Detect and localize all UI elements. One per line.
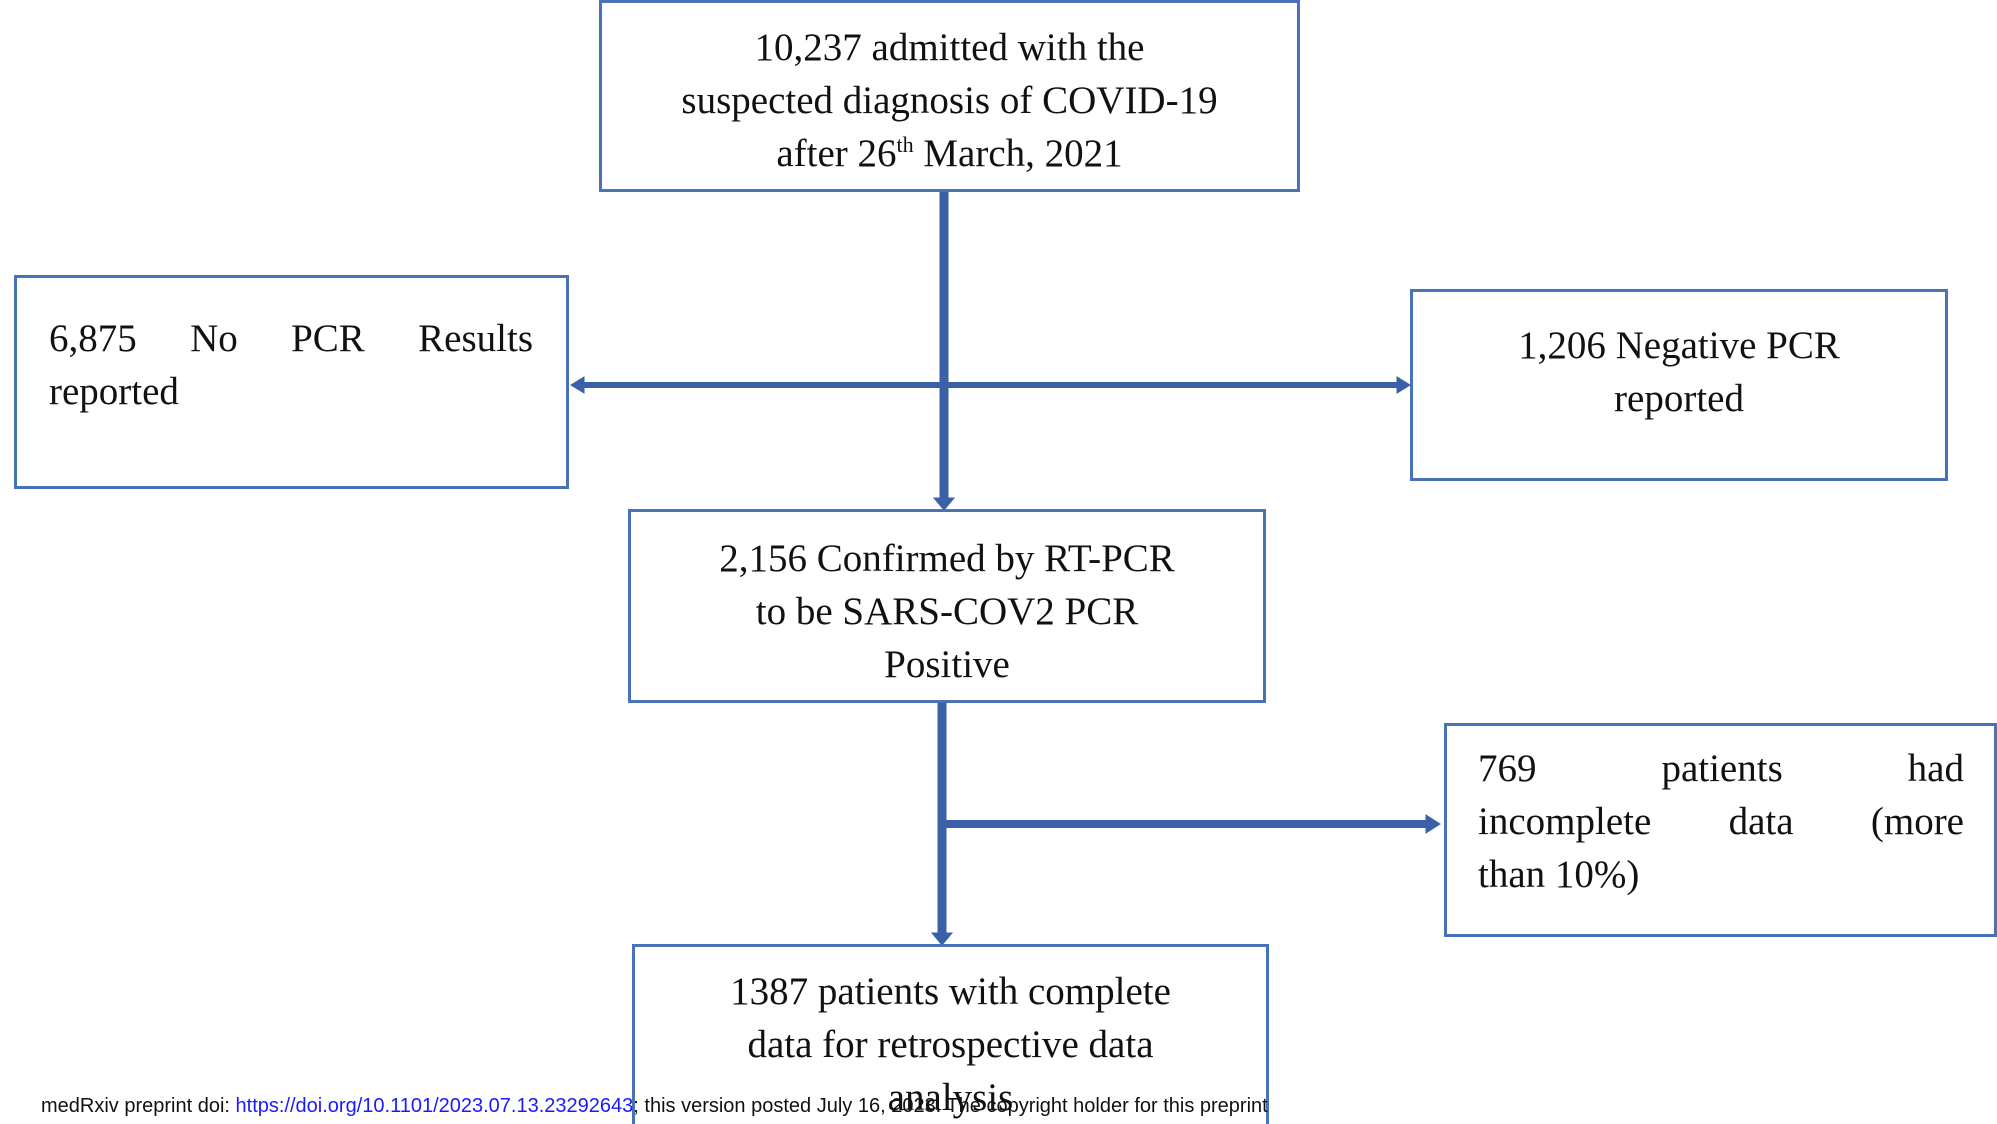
footer-text: ; this version posted July 16, 2023. The… — [633, 1095, 1268, 1117]
node-text: reported — [1614, 377, 1744, 420]
node-box: 6,875 No PCR Results reported — [14, 275, 569, 489]
node-text: 2,156 Confirmed by RT-PCR — [719, 537, 1175, 580]
doi-link[interactable]: https://doi.org/10.1101/2023.07.13.23292… — [235, 1095, 634, 1117]
node-box: 769 patients had incomplete data (more t… — [1444, 723, 1997, 937]
arrowhead — [570, 376, 585, 394]
node-text: Positive — [884, 643, 1010, 686]
node-text: 10,237 admitted with the — [754, 26, 1145, 69]
node-text: March, 2021 — [923, 132, 1123, 175]
arrowhead — [1396, 376, 1411, 394]
footer: medRxiv preprint doi: https://doi.org/10… — [41, 1095, 1268, 1118]
node-box: 2,156 Confirmed by RT-PCR to be SARS-COV… — [628, 509, 1266, 703]
node-box: 10,237 admitted with the suspected diagn… — [599, 0, 1300, 192]
node-text: to be SARS-COV2 PCR — [755, 590, 1139, 633]
node-text: 1,206 Negative PCR — [1518, 324, 1840, 367]
node-text: suspected diagnosis of COVID-19 — [681, 79, 1218, 122]
node-text: data for retrospective data — [747, 1023, 1154, 1066]
node-text: 769 patients had — [1478, 747, 1964, 790]
arrowhead — [1425, 814, 1441, 834]
arrowhead — [930, 932, 954, 946]
node-text: after 26 — [776, 132, 897, 175]
node-text: 6,875 No PCR Results — [49, 317, 533, 360]
node-text: reported — [49, 370, 179, 413]
footer-text: medRxiv preprint doi: — [41, 1095, 230, 1117]
node-box: 1387 patients with complete data for ret… — [632, 944, 1269, 1124]
node-text: incomplete data (more — [1478, 800, 1964, 843]
node-box: 1,206 Negative PCR reported — [1410, 289, 1948, 481]
node-text: after 26th March, 2021 — [602, 127, 1297, 180]
superscript: th — [896, 132, 914, 157]
arrowhead — [932, 497, 956, 511]
node-text: than 10%) — [1478, 853, 1640, 896]
node-text: 1387 patients with complete — [730, 970, 1171, 1013]
